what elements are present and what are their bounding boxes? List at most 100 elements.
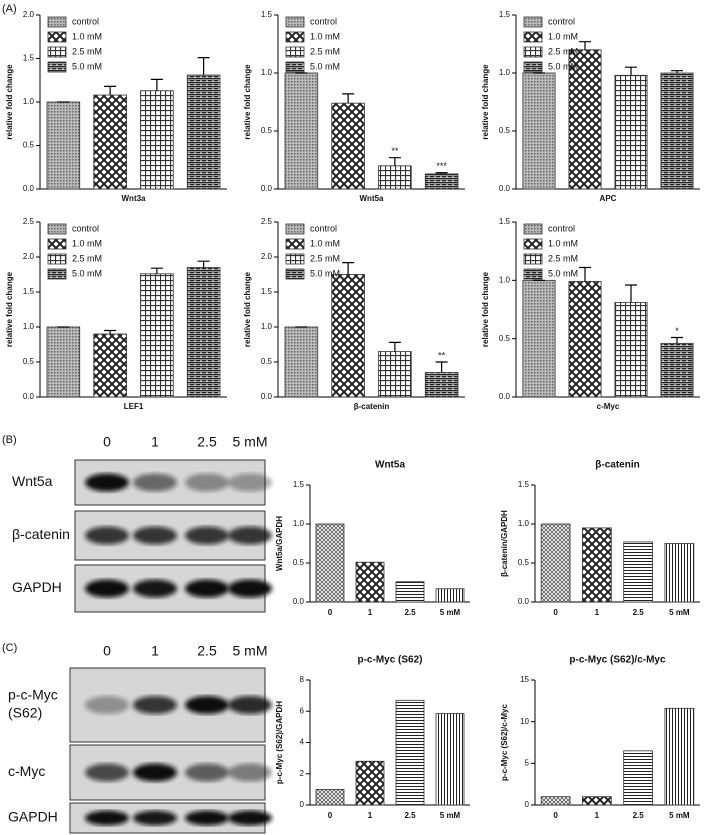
bar (664, 543, 695, 603)
blot-band (133, 579, 177, 598)
bar (93, 333, 127, 398)
significance-label: * (675, 326, 679, 336)
y-axis-label: p-c-Myc (S62)/GAPDH (275, 701, 284, 784)
y-axis-label: relative fold change (5, 64, 14, 140)
legend-swatch (285, 253, 305, 265)
legend-swatch (47, 253, 67, 265)
y-tick-label: 2.5 (23, 217, 35, 226)
error-bar (579, 266, 591, 282)
legend-swatch (47, 238, 67, 250)
legend-label: 1.0 mM (548, 238, 578, 248)
row-label: β-catenin (12, 526, 70, 542)
x-tick-label: 2.5 (633, 608, 645, 617)
y-tick-label: 1.0 (261, 68, 273, 77)
error-bar (435, 361, 448, 373)
y-tick-label: 1.5 (23, 54, 35, 63)
legend-swatch (285, 31, 305, 43)
legend-label: 5.0 mM (310, 268, 340, 278)
y-axis-label: β-catenin/GAPDH (500, 510, 509, 577)
row-label: (S62) (8, 705, 42, 721)
y-tick-label: 0.5 (499, 334, 511, 343)
error-bar (150, 267, 163, 274)
blot-band (185, 473, 229, 492)
legend-label: 1.0 mM (310, 31, 340, 41)
y-tick-label: 1.5 (518, 480, 530, 489)
x-tick-label: 0 (553, 608, 558, 617)
chart-title: Wnt5a (375, 460, 405, 471)
error-bar (104, 85, 117, 96)
y-tick-label: 0.5 (261, 357, 273, 366)
legend-label: 2.5 mM (310, 46, 340, 56)
significance-label: ** (391, 146, 399, 156)
legend-swatch (285, 223, 305, 235)
legend-swatch (523, 16, 543, 28)
y-tick-label: 1.5 (261, 287, 273, 296)
lane-label: 0 (103, 434, 111, 450)
y-tick-label: 0.5 (23, 357, 35, 366)
x-tick-label: 5 mM (440, 811, 461, 820)
blot-band (133, 526, 177, 545)
y-tick-label: 0 (300, 800, 305, 809)
bar (315, 523, 345, 603)
blot-band (228, 579, 272, 598)
y-axis-label: relative fold change (5, 271, 14, 347)
blot-band (185, 810, 229, 826)
legend-label: 2.5 mM (548, 46, 578, 56)
bar (315, 788, 345, 806)
legend-swatch (523, 31, 543, 43)
row-label: GAPDH (12, 579, 62, 595)
row-label: GAPDH (8, 809, 58, 825)
y-tick-label: 0.0 (23, 184, 35, 193)
x-tick-label: 1 (595, 811, 600, 820)
y-tick-label: 2.5 (261, 217, 273, 226)
x-axis-label: Wnt5a (360, 194, 385, 203)
bar (522, 279, 556, 398)
y-tick-label: 1.5 (23, 287, 35, 296)
y-tick-label: 10 (520, 717, 529, 726)
error-bar (579, 41, 591, 50)
bar (614, 302, 648, 398)
blot-band (133, 763, 177, 782)
y-tick-label: 1.0 (23, 97, 35, 106)
bar (435, 713, 465, 806)
bar (284, 72, 319, 190)
y-tick-label: 1.5 (293, 480, 305, 489)
y-tick-label: 2 (300, 769, 305, 778)
legend-swatch (523, 238, 543, 250)
y-tick-label: 1.5 (261, 10, 273, 19)
bar (424, 372, 459, 398)
bar (582, 527, 612, 603)
blot-band (85, 473, 129, 492)
y-tick-label: 1.0 (499, 68, 511, 77)
bar (540, 796, 571, 806)
y-tick-label: 6 (300, 706, 305, 715)
legend-swatch (523, 223, 543, 235)
legend-label: 5.0 mM (310, 61, 340, 71)
lane-label: 1 (151, 434, 159, 450)
legend-label: 1.0 mM (548, 31, 578, 41)
bar (284, 326, 319, 398)
legend-swatch (47, 268, 67, 280)
y-tick-label: 1.0 (518, 519, 530, 528)
legend-label: 5.0 mM (548, 61, 578, 71)
legend-swatch (523, 61, 543, 73)
lane-label: 5 mM (233, 434, 268, 450)
x-axis-label: APC (600, 194, 617, 203)
y-tick-label: 1.0 (261, 322, 273, 331)
legend-swatch (47, 46, 67, 58)
y-axis-label: relative fold change (481, 271, 490, 347)
y-axis-label: p-c-Myc (S62)/c-Myc (500, 704, 509, 781)
bar (582, 796, 612, 806)
bar (568, 49, 602, 190)
y-tick-label: 0 (525, 800, 530, 809)
legend-label: 1.0 mM (72, 31, 102, 41)
y-tick-label: 0.5 (293, 558, 305, 567)
chart-title: p-c-Myc (S62)/c-Myc (569, 655, 666, 666)
blot-band (228, 696, 272, 714)
bar (660, 342, 694, 398)
bar (568, 281, 602, 398)
blot-band (85, 810, 129, 826)
bar (395, 699, 425, 806)
lane-label: 0 (103, 643, 111, 659)
